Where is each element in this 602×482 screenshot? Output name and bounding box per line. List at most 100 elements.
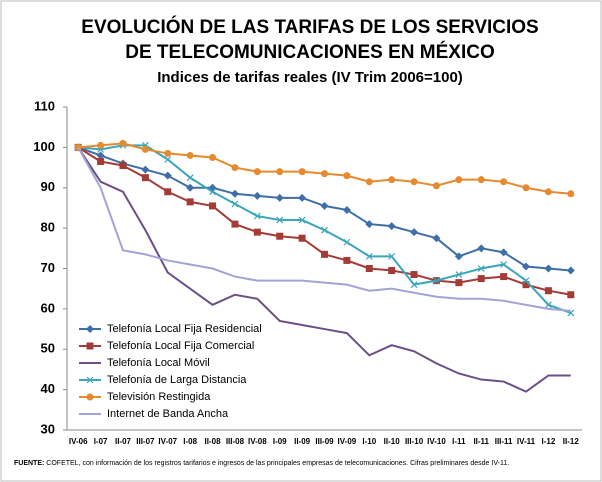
x-tick-label: I-10 bbox=[362, 437, 376, 446]
marker bbox=[544, 264, 553, 273]
marker bbox=[321, 226, 328, 234]
y-tick-label: 100 bbox=[33, 139, 55, 154]
x-tick-label: III-10 bbox=[405, 437, 424, 446]
marker bbox=[455, 279, 463, 287]
marker bbox=[298, 216, 306, 224]
y-tick-label: 30 bbox=[41, 421, 55, 436]
legend-label: Telefonía de Larga Distancia bbox=[107, 374, 247, 386]
x-tick-label: I-12 bbox=[542, 437, 556, 446]
marker bbox=[276, 168, 284, 176]
marker bbox=[119, 139, 127, 147]
marker bbox=[186, 183, 195, 192]
marker bbox=[522, 262, 531, 271]
y-tick-label: 70 bbox=[41, 260, 55, 275]
marker bbox=[186, 151, 194, 159]
marker bbox=[544, 301, 552, 309]
marker bbox=[86, 342, 94, 350]
x-tick-label: II-07 bbox=[115, 437, 132, 446]
marker bbox=[320, 201, 329, 210]
x-tick-label: I-08 bbox=[183, 437, 197, 446]
marker bbox=[365, 265, 373, 272]
marker bbox=[522, 277, 530, 285]
marker bbox=[321, 250, 328, 258]
marker bbox=[500, 178, 508, 186]
marker bbox=[454, 252, 463, 261]
x-tick-label: I-11 bbox=[452, 437, 466, 446]
marker bbox=[477, 244, 486, 253]
marker bbox=[544, 287, 552, 295]
x-tick-label: III-07 bbox=[136, 437, 155, 446]
x-tick-label: II-10 bbox=[384, 437, 401, 446]
marker bbox=[500, 261, 508, 268]
marker bbox=[186, 198, 194, 206]
marker bbox=[365, 252, 373, 260]
marker bbox=[500, 273, 508, 281]
marker bbox=[321, 170, 328, 178]
marker bbox=[522, 184, 530, 192]
x-tick-label: II-09 bbox=[294, 437, 311, 446]
marker bbox=[343, 256, 351, 264]
series-line bbox=[77, 146, 571, 312]
legend-label: Telefonía Local Fija Comercial bbox=[107, 340, 254, 352]
marker bbox=[522, 281, 530, 289]
marker bbox=[432, 234, 441, 243]
marker bbox=[209, 202, 217, 210]
marker bbox=[567, 291, 575, 299]
marker bbox=[119, 162, 127, 170]
marker bbox=[96, 151, 105, 160]
x-tick-label: II-08 bbox=[205, 437, 222, 446]
marker bbox=[410, 228, 419, 237]
x-tick-label: IV-08 bbox=[248, 437, 267, 446]
marker bbox=[566, 266, 575, 275]
y-tick-label: 110 bbox=[34, 98, 55, 113]
marker bbox=[97, 141, 105, 149]
x-tick-label: II-11 bbox=[473, 437, 489, 446]
marker bbox=[253, 228, 261, 236]
legend-label: Internet de Banda Ancha bbox=[107, 408, 229, 420]
legend-label: Telefonía Local Móvil bbox=[107, 357, 210, 369]
chart-subtitle: Indices de tarifas reales (IV Trim 2006=… bbox=[157, 69, 463, 86]
marker bbox=[186, 174, 194, 182]
x-tick-label: IV-09 bbox=[338, 437, 357, 446]
marker bbox=[163, 171, 172, 180]
marker bbox=[164, 149, 172, 157]
x-tick-label: III-09 bbox=[315, 437, 334, 446]
marker bbox=[388, 252, 396, 260]
marker bbox=[343, 238, 351, 246]
legend-label: Telefonía Local Fija Residencial bbox=[107, 323, 262, 335]
x-tick-label: IV-11 bbox=[517, 437, 536, 446]
x-tick-label: I-07 bbox=[94, 437, 108, 446]
marker bbox=[477, 265, 485, 272]
marker bbox=[499, 248, 508, 257]
marker bbox=[86, 325, 94, 333]
y-tick-label: 40 bbox=[41, 381, 55, 396]
marker bbox=[432, 182, 440, 190]
marker bbox=[164, 188, 172, 196]
chart-title: DE TELECOMUNICACIONES EN MÉXICO bbox=[125, 41, 494, 63]
marker bbox=[410, 178, 418, 186]
y-tick-label: 60 bbox=[41, 300, 55, 315]
marker bbox=[410, 281, 418, 289]
x-tick-label: IV-07 bbox=[158, 437, 177, 446]
marker bbox=[455, 271, 463, 278]
marker bbox=[298, 234, 306, 242]
marker bbox=[230, 189, 239, 198]
y-tick-label: 80 bbox=[41, 220, 55, 235]
marker bbox=[342, 205, 351, 214]
marker bbox=[275, 193, 284, 202]
marker bbox=[433, 277, 440, 285]
marker bbox=[387, 222, 396, 231]
marker bbox=[231, 220, 239, 228]
marker bbox=[141, 174, 149, 182]
x-tick-label: IV-10 bbox=[427, 437, 446, 446]
x-tick-label: II-12 bbox=[563, 437, 580, 446]
x-tick-label: IV-06 bbox=[69, 437, 88, 446]
marker bbox=[231, 164, 239, 172]
x-tick-label: III-11 bbox=[495, 437, 513, 446]
marker bbox=[97, 158, 105, 166]
marker bbox=[343, 172, 351, 180]
marker bbox=[365, 178, 373, 186]
marker bbox=[477, 275, 485, 283]
source-note: FUENTE: COFETEL, con información de los … bbox=[14, 460, 509, 467]
